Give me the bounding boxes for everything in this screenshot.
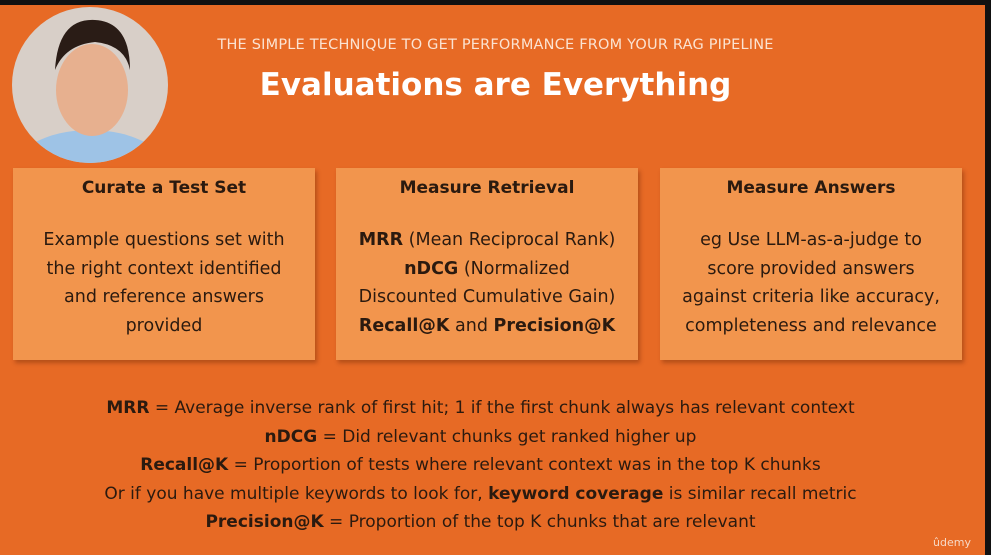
text-line: nDCG = Did relevant chunks get ranked hi… <box>0 423 961 452</box>
bold-text: Precision@K <box>493 315 616 336</box>
text-line: completeness and relevance <box>660 312 962 341</box>
text-line: Precision@K = Proportion of the top K ch… <box>0 508 961 537</box>
text-line: provided <box>13 312 315 341</box>
text: completeness and relevance <box>685 315 937 336</box>
text: = Proportion of tests where relevant con… <box>228 455 821 476</box>
bold-text: MRR <box>106 398 150 418</box>
card: Measure Retrieval MRR (Mean Reciprocal Ra… <box>336 168 638 360</box>
bold-text: Precision@K <box>205 512 324 533</box>
text: (Mean Reciprocal Rank) <box>403 230 616 250</box>
bold-text: Recall@K <box>358 315 450 336</box>
text-line: score provided answers <box>660 255 962 284</box>
text: eg Use LLM-as-a-judge to <box>700 230 922 250</box>
text-line: Example questions set with <box>13 226 315 255</box>
text: provided <box>125 315 203 336</box>
bold-text: Recall@K <box>140 455 229 476</box>
text: and reference answers <box>64 287 264 307</box>
text-line: MRR (Mean Reciprocal Rank) <box>336 226 638 255</box>
text-line: Recall@K and Precision@K <box>336 312 638 341</box>
card: Curate a Test Set Example questions set w… <box>13 168 315 360</box>
title: Evaluations are Everything <box>259 67 732 103</box>
card-title: Measure Answers <box>726 178 896 198</box>
text: against criteria like accuracy, <box>682 287 940 307</box>
text: = Average inverse rank of first hit; 1 i… <box>149 398 855 418</box>
text-line: Recall@K = Proportion of tests where rel… <box>0 451 961 480</box>
text-line: the right context identified <box>13 255 315 284</box>
text: is similar recall metric <box>663 483 857 504</box>
text-line: Discounted Cumulative Gain) <box>336 283 638 312</box>
text: Example questions set with <box>43 230 285 250</box>
bold-text: nDCG <box>404 258 459 279</box>
text-line: nDCG (Normalized <box>336 255 638 284</box>
bold-text: nDCG <box>264 426 318 447</box>
text: the right context identified <box>46 258 282 279</box>
card-title: Curate a Test Set <box>81 178 247 198</box>
presenter-video <box>12 7 168 163</box>
text: Discounted Cumulative Gain) <box>358 287 616 307</box>
text: score provided answers <box>707 258 915 279</box>
card: Measure Answers eg Use LLM-as-a-judge to s… <box>660 168 962 360</box>
watermark: ûdemy <box>933 536 971 549</box>
text: (Normalized <box>458 258 570 279</box>
text-line: Or if you have multiple keywords to look… <box>0 480 961 509</box>
subtitle: THE SIMPLE TECHNIQUE TO GET PERFORMANCE … <box>217 37 774 53</box>
text: Or if you have multiple keywords to look… <box>104 483 489 504</box>
definitions: MRR = Average inverse rank of first hit;… <box>0 394 961 537</box>
card-title: Measure Retrieval <box>399 178 575 198</box>
text-line: MRR = Average inverse rank of first hit;… <box>0 394 961 423</box>
bold-text: MRR <box>358 230 404 250</box>
text-line: eg Use LLM-as-a-judge to <box>660 226 962 255</box>
text-line: and reference answers <box>13 283 315 312</box>
text: and <box>449 315 494 336</box>
slide: THE SIMPLE TECHNIQUE TO GET PERFORMANCE … <box>0 5 985 555</box>
text-line: against criteria like accuracy, <box>660 283 962 312</box>
text: = Did relevant chunks get ranked higher … <box>317 426 697 447</box>
bold-text: keyword coverage <box>488 483 664 504</box>
text: = Proportion of the top K chunks that ar… <box>323 512 756 533</box>
